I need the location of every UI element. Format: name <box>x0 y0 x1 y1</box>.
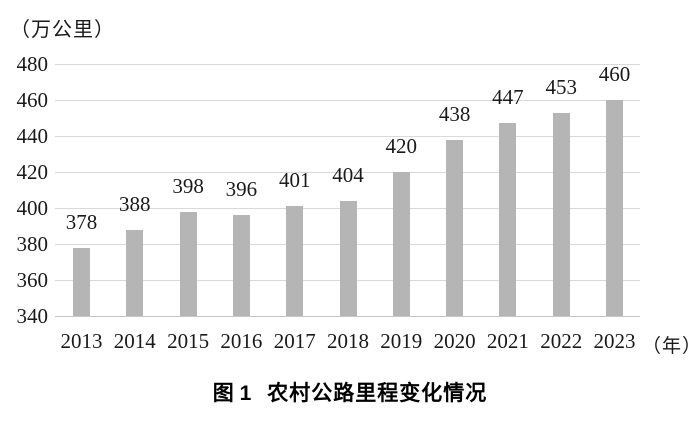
plot-area: 378 388 398 396 401 404 420 438 447 453 460 <box>55 63 640 317</box>
x-axis-unit-label: （年） <box>642 336 700 357</box>
bar-value-label-2015: 398 <box>172 173 204 198</box>
bar-value-label-2017: 401 <box>278 168 311 193</box>
bar-value-label-2016: 396 <box>225 177 258 202</box>
x-tick-label-2013: 2013 <box>60 329 103 353</box>
x-tick-label-2023: 2023 <box>593 329 636 353</box>
bar-2016 <box>232 215 250 316</box>
bar-2014 <box>126 229 144 316</box>
bar-value-label-2013: 378 <box>65 209 98 234</box>
bar-2019 <box>392 172 410 316</box>
y-axis-unit-label: （万公里） <box>10 19 115 41</box>
figure-caption: 图 1 农村公路里程变化情况 <box>0 377 700 407</box>
x-tick-label-2016: 2016 <box>220 329 263 353</box>
gridline-480 <box>55 63 640 65</box>
y-tick-label-400: 400 <box>16 196 49 220</box>
figure-caption-title: 农村公路里程变化情况 <box>267 382 488 405</box>
bar-2023 <box>606 100 623 316</box>
x-tick-label-2020: 2020 <box>433 329 476 353</box>
y-tick-label-420: 420 <box>16 160 49 184</box>
bar-2021 <box>499 123 517 316</box>
x-tick-label-2019: 2019 <box>380 329 423 353</box>
y-tick-label-480: 480 <box>16 52 49 76</box>
x-tick-label-2015: 2015 <box>167 329 210 353</box>
bar-value-label-2021: 447 <box>492 85 524 110</box>
y-tick-label-380: 380 <box>16 232 49 256</box>
y-tick-label-440: 440 <box>16 124 49 148</box>
bar-2015 <box>179 211 197 316</box>
gridline-420 <box>55 171 640 173</box>
bar-value-label-2023: 460 <box>598 62 631 86</box>
bar-2020 <box>446 139 464 316</box>
y-tick-label-460: 460 <box>16 88 49 112</box>
bar-2022 <box>552 112 570 316</box>
x-tick-label-2018: 2018 <box>327 329 369 353</box>
x-tick-label-2022: 2022 <box>540 329 583 353</box>
bar-value-label-2018: 404 <box>332 162 364 187</box>
bar-2013 <box>73 247 90 316</box>
x-tick-label-2014: 2014 <box>113 329 156 353</box>
y-tick-label-360: 360 <box>16 268 49 292</box>
bar-value-label-2020: 438 <box>438 101 471 126</box>
bar-value-label-2019: 420 <box>385 134 418 158</box>
bar-2017 <box>286 206 304 316</box>
bar-value-label-2014: 388 <box>119 191 151 216</box>
gridline-340 <box>55 315 640 317</box>
x-tick-label-2017: 2017 <box>273 329 316 353</box>
gridline-440 <box>55 135 640 137</box>
figure-caption-label: 图 1 <box>212 382 252 405</box>
gridline-460 <box>55 99 640 101</box>
y-tick-label-340: 340 <box>16 304 49 328</box>
bar-2018 <box>339 200 357 316</box>
x-tick-label-2021: 2021 <box>486 329 529 353</box>
bar-value-label-2022: 453 <box>545 74 577 99</box>
